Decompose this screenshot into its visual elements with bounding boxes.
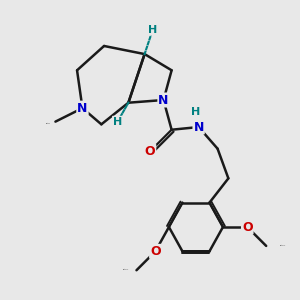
Text: H: H [191,107,201,117]
Text: methoxy: methoxy [280,245,286,246]
Text: N: N [158,94,169,106]
Text: H: H [113,117,122,127]
Text: O: O [150,245,161,258]
Text: O: O [145,145,155,158]
Text: H: H [148,25,157,35]
Text: methoxy: methoxy [123,269,129,270]
Text: N: N [77,102,88,115]
Text: methyl: methyl [46,123,51,124]
Text: N: N [194,121,204,134]
Text: O: O [242,220,253,233]
